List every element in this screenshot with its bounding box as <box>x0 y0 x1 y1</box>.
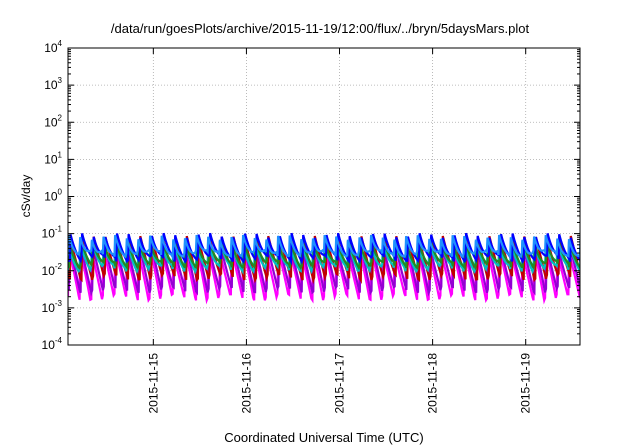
x-tick-label: 2015-11-17 <box>333 353 347 414</box>
y-tick-label: 10-1 <box>42 225 63 241</box>
y-tick-label: 103 <box>44 76 62 92</box>
y-axis-label: cSv/day <box>19 175 33 218</box>
y-tick-label: 10-3 <box>42 299 63 315</box>
y-tick-label: 102 <box>44 113 62 129</box>
y-tick-label: 104 <box>44 39 62 55</box>
x-tick-label: 2015-11-19 <box>519 353 533 414</box>
x-tick-label: 2015-11-15 <box>146 353 160 414</box>
y-tick-label: 10-4 <box>42 336 63 352</box>
x-tick-label: 2015-11-18 <box>426 353 440 414</box>
x-axis-label: Coordinated Universal Time (UTC) <box>224 430 424 445</box>
y-tick-label: 101 <box>44 150 62 166</box>
x-tick-label: 2015-11-16 <box>239 353 253 414</box>
series-line <box>68 234 580 261</box>
y-tick-label: 10-2 <box>42 262 63 278</box>
series-line <box>68 232 580 266</box>
chart-title: /data/run/goesPlots/archive/2015-11-19/1… <box>110 21 530 36</box>
y-tick-label: 100 <box>44 188 62 204</box>
